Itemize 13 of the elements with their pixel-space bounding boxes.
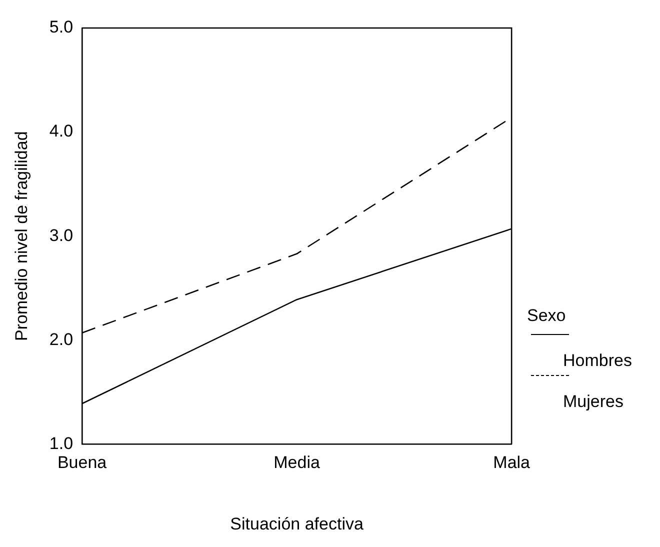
legend-title: Sexo [527,306,567,326]
x-tick-label: Buena [57,453,108,472]
y-tick-label: 5.0 [49,18,74,37]
y-axis-title: Promedio nivel de fragilidad [12,131,31,341]
x-tick-label: Media [274,453,320,472]
x-axis-title: Situación afectiva [230,514,364,534]
y-tick-label: 3.0 [49,226,74,245]
x-tick-label: Mala [493,453,531,472]
y-tick-label: 2.0 [49,330,74,349]
legend-label: Hombres [563,351,632,371]
legend-label: Mujeres [563,392,624,412]
y-tick-label: 1.0 [49,434,74,453]
y-tick-label: 4.0 [49,122,74,141]
